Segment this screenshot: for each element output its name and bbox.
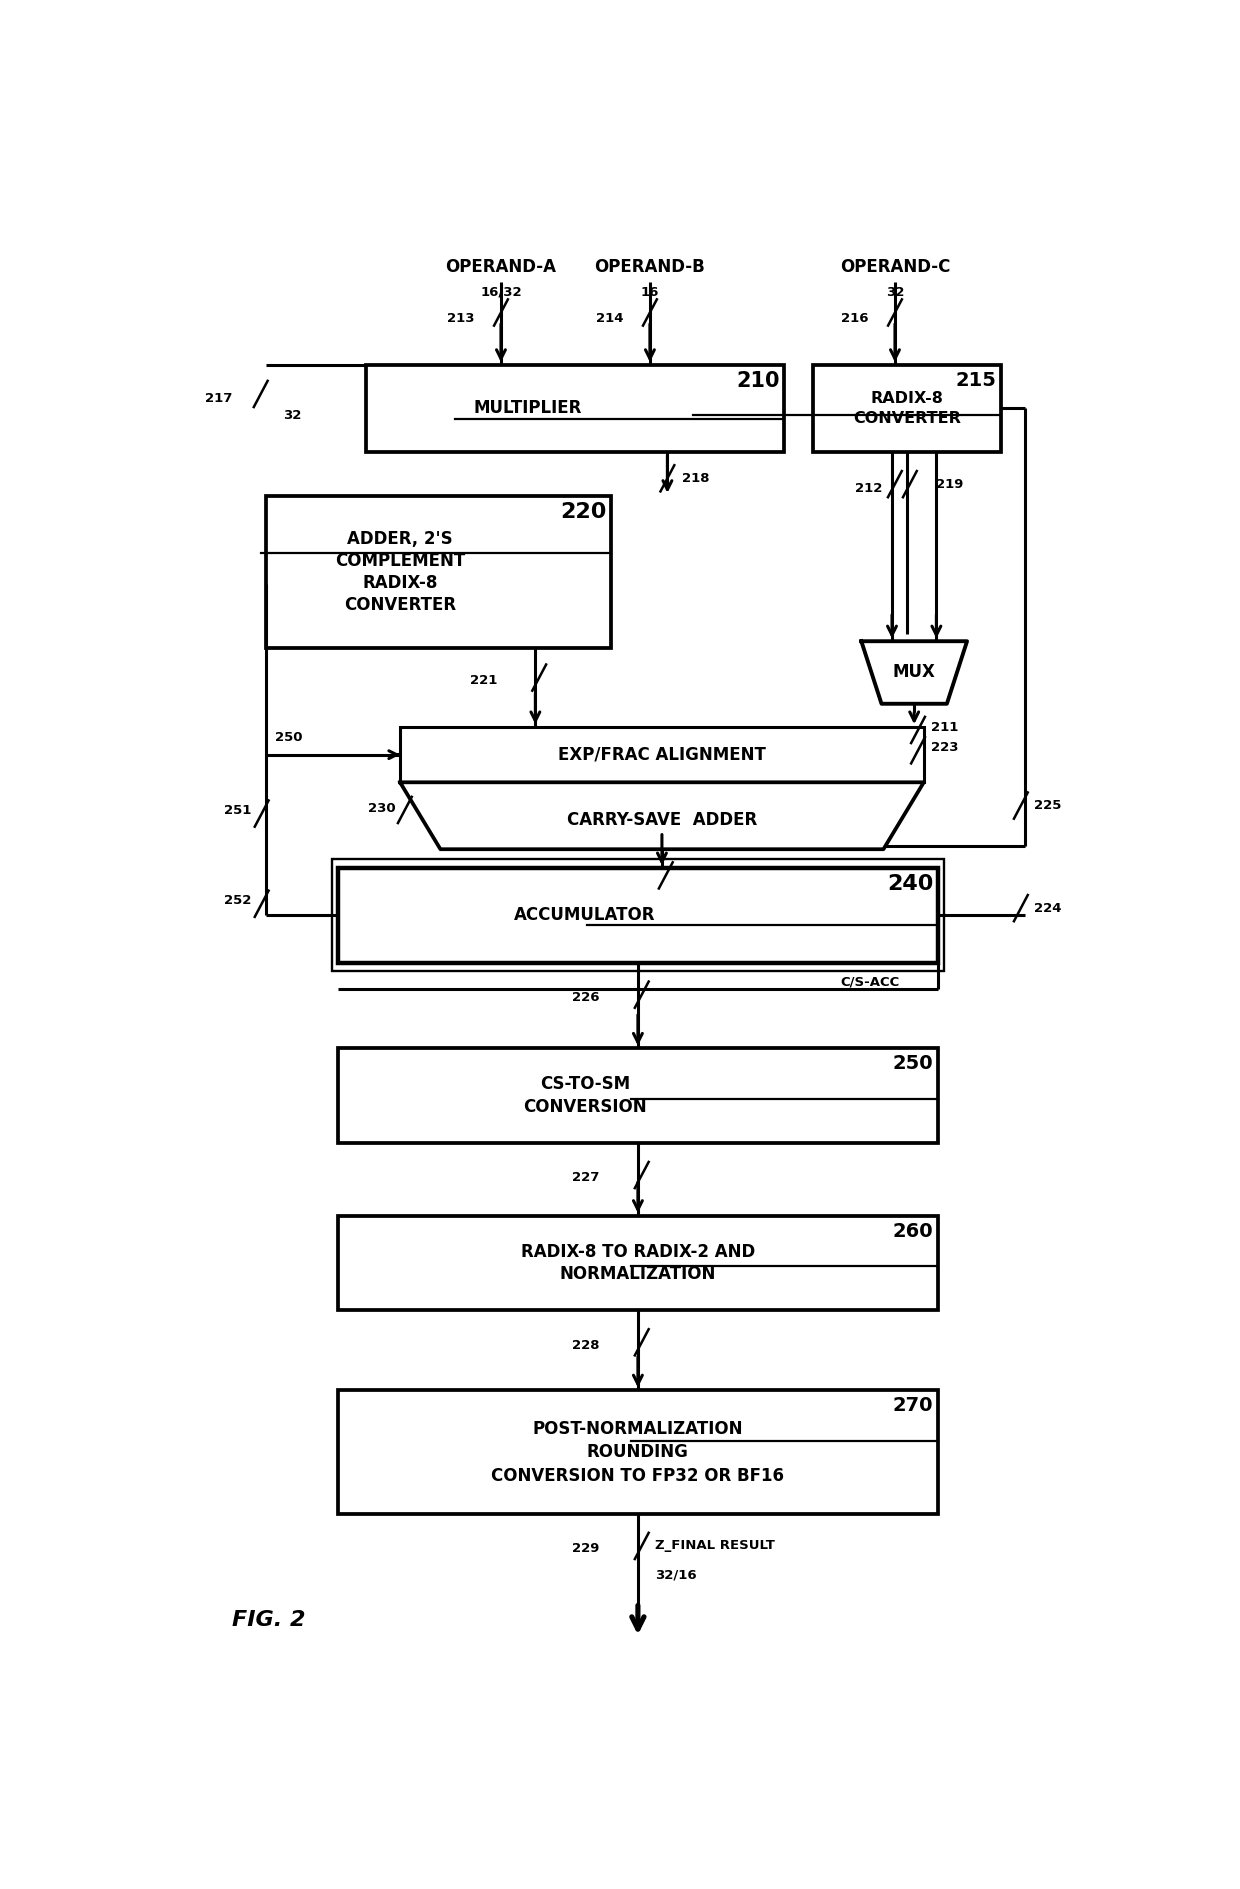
- Text: MUX: MUX: [893, 663, 936, 682]
- Text: 223: 223: [931, 740, 959, 754]
- Text: 226: 226: [572, 992, 599, 1005]
- Text: 16: 16: [641, 285, 660, 298]
- Text: 227: 227: [572, 1171, 599, 1184]
- Text: 213: 213: [446, 312, 474, 325]
- FancyBboxPatch shape: [337, 1217, 939, 1311]
- FancyBboxPatch shape: [401, 727, 924, 782]
- Text: 250: 250: [275, 731, 303, 744]
- Text: 221: 221: [470, 674, 497, 688]
- Text: 224: 224: [1034, 901, 1061, 914]
- Text: ACCUMULATOR: ACCUMULATOR: [515, 907, 656, 924]
- Text: 32/16: 32/16: [655, 1568, 697, 1581]
- Text: OPERAND-A: OPERAND-A: [445, 259, 557, 276]
- Text: 32: 32: [885, 285, 904, 298]
- Text: RADIX-8
CONVERTER: RADIX-8 CONVERTER: [853, 391, 961, 425]
- Text: 220: 220: [560, 502, 606, 521]
- Text: ADDER, 2'S
COMPLEMENT
RADIX-8
CONVERTER: ADDER, 2'S COMPLEMENT RADIX-8 CONVERTER: [335, 529, 465, 614]
- Text: 218: 218: [682, 472, 709, 485]
- Text: 210: 210: [737, 370, 780, 391]
- Text: 260: 260: [893, 1222, 934, 1241]
- Text: 16/32: 16/32: [480, 285, 522, 298]
- Text: 250: 250: [893, 1054, 934, 1073]
- Text: RADIX-8 TO RADIX-2 AND
NORMALIZATION: RADIX-8 TO RADIX-2 AND NORMALIZATION: [521, 1243, 755, 1283]
- Text: 251: 251: [223, 805, 250, 818]
- Text: 228: 228: [572, 1339, 599, 1353]
- Text: 219: 219: [936, 478, 963, 491]
- Text: 215: 215: [955, 370, 996, 389]
- Polygon shape: [401, 782, 924, 850]
- Text: 211: 211: [931, 720, 959, 733]
- Text: 230: 230: [367, 803, 396, 814]
- Text: MULTIPLIER: MULTIPLIER: [474, 399, 582, 417]
- Text: CARRY-SAVE  ADDER: CARRY-SAVE ADDER: [567, 810, 758, 829]
- Text: 270: 270: [893, 1396, 934, 1415]
- Text: EXP/FRAC ALIGNMENT: EXP/FRAC ALIGNMENT: [558, 746, 766, 763]
- FancyBboxPatch shape: [337, 1390, 939, 1513]
- Text: 240: 240: [887, 875, 934, 893]
- Text: Z_FINAL RESULT: Z_FINAL RESULT: [655, 1540, 775, 1553]
- Text: FIG. 2: FIG. 2: [232, 1609, 305, 1630]
- Text: 252: 252: [223, 893, 250, 907]
- Text: C/S: C/S: [676, 865, 701, 878]
- Text: POST-NORMALIZATION
ROUNDING
CONVERSION TO FP32 OR BF16: POST-NORMALIZATION ROUNDING CONVERSION T…: [491, 1419, 785, 1485]
- Text: 212: 212: [856, 482, 883, 495]
- Text: OPERAND-C: OPERAND-C: [839, 259, 950, 276]
- Text: 229: 229: [572, 1541, 599, 1555]
- Text: 217: 217: [205, 391, 232, 404]
- Text: C/S-ACC: C/S-ACC: [841, 975, 900, 988]
- FancyBboxPatch shape: [265, 495, 611, 648]
- FancyBboxPatch shape: [337, 1048, 939, 1143]
- FancyBboxPatch shape: [367, 365, 785, 451]
- Text: A*B SUM &CARRY: A*B SUM &CARRY: [270, 493, 401, 506]
- FancyBboxPatch shape: [813, 365, 1001, 451]
- Text: 216: 216: [841, 312, 868, 325]
- FancyBboxPatch shape: [332, 859, 944, 971]
- Text: 225: 225: [1034, 799, 1061, 812]
- Text: 222: 222: [582, 869, 609, 882]
- Text: CS-TO-SM
CONVERSION: CS-TO-SM CONVERSION: [523, 1075, 647, 1116]
- FancyBboxPatch shape: [337, 869, 939, 963]
- Text: 214: 214: [595, 312, 622, 325]
- Text: OPERAND-B: OPERAND-B: [594, 259, 706, 276]
- Text: 32: 32: [283, 410, 301, 423]
- Polygon shape: [862, 640, 967, 705]
